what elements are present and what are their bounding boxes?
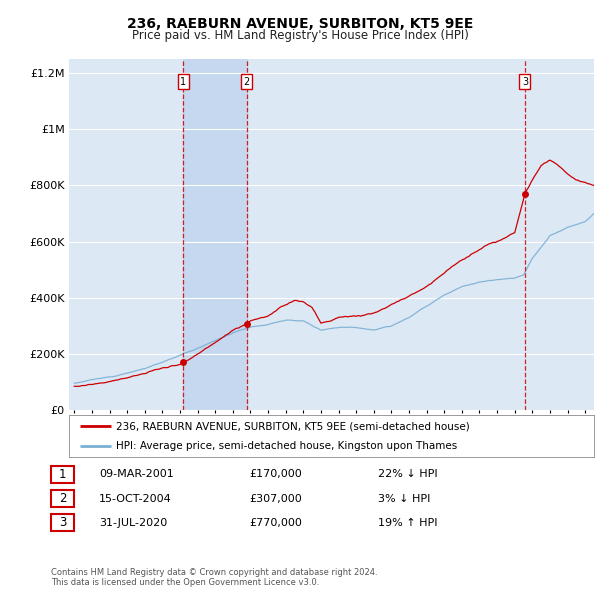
Text: HPI: Average price, semi-detached house, Kingston upon Thames: HPI: Average price, semi-detached house,… (116, 441, 458, 451)
Text: £307,000: £307,000 (249, 494, 302, 503)
Text: £770,000: £770,000 (249, 518, 302, 527)
Text: 09-MAR-2001: 09-MAR-2001 (99, 470, 174, 479)
Text: Contains HM Land Registry data © Crown copyright and database right 2024.
This d: Contains HM Land Registry data © Crown c… (51, 568, 377, 587)
Bar (183, 59, 247, 410)
Text: 2: 2 (244, 77, 250, 87)
Text: 31-JUL-2020: 31-JUL-2020 (99, 518, 167, 527)
Text: £170,000: £170,000 (249, 470, 302, 479)
Text: 3: 3 (59, 516, 66, 529)
Text: 1: 1 (180, 77, 186, 87)
Text: 3: 3 (522, 77, 528, 87)
Text: Price paid vs. HM Land Registry's House Price Index (HPI): Price paid vs. HM Land Registry's House … (131, 30, 469, 42)
Text: 2: 2 (59, 492, 66, 505)
Text: 3% ↓ HPI: 3% ↓ HPI (378, 494, 430, 503)
Text: 1: 1 (59, 468, 66, 481)
Text: 22% ↓ HPI: 22% ↓ HPI (378, 470, 437, 479)
Text: 15-OCT-2004: 15-OCT-2004 (99, 494, 172, 503)
Text: 19% ↑ HPI: 19% ↑ HPI (378, 518, 437, 527)
Text: 236, RAEBURN AVENUE, SURBITON, KT5 9EE (semi-detached house): 236, RAEBURN AVENUE, SURBITON, KT5 9EE (… (116, 421, 470, 431)
Text: 236, RAEBURN AVENUE, SURBITON, KT5 9EE: 236, RAEBURN AVENUE, SURBITON, KT5 9EE (127, 17, 473, 31)
